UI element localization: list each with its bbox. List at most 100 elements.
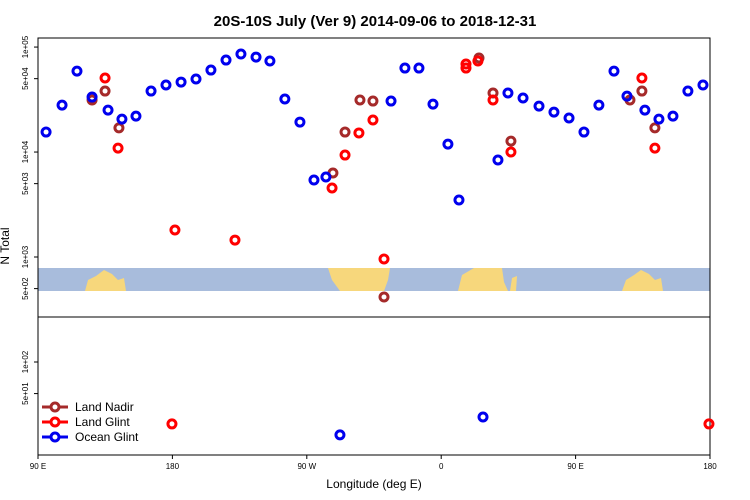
point	[326, 182, 338, 194]
point	[220, 54, 232, 66]
point	[166, 418, 178, 430]
point	[505, 135, 517, 147]
point	[56, 99, 68, 111]
point	[367, 95, 379, 107]
point	[697, 79, 709, 91]
point	[334, 429, 346, 441]
y-axis-label: N Total	[0, 227, 12, 264]
point	[113, 122, 125, 134]
point	[71, 65, 83, 77]
land	[458, 268, 517, 291]
land	[622, 270, 663, 291]
y-tick-label: 5e+01	[21, 382, 30, 405]
point	[487, 94, 499, 106]
point	[399, 62, 411, 74]
point	[339, 149, 351, 161]
point	[279, 93, 291, 105]
x-tick-label: 0	[439, 462, 444, 471]
point	[578, 126, 590, 138]
x-tick-label: 180	[703, 462, 717, 471]
point	[145, 85, 157, 97]
point	[492, 154, 504, 166]
point	[175, 76, 187, 88]
y-tick-label: 1e+05	[21, 35, 30, 58]
x-axis-label: Longitude (deg E)	[326, 477, 421, 491]
point	[639, 104, 651, 116]
y-tick-label: 5e+03	[21, 172, 30, 195]
point	[472, 55, 484, 67]
point	[460, 58, 472, 70]
point	[205, 64, 217, 76]
point	[703, 418, 715, 430]
point	[116, 113, 128, 125]
x-tick-label: 90 E	[567, 462, 583, 471]
point	[354, 94, 366, 106]
x-tick-label: 90 W	[297, 462, 316, 471]
point	[320, 171, 332, 183]
point	[517, 92, 529, 104]
point	[413, 62, 425, 74]
legend-label: Land Nadir	[75, 400, 134, 414]
x-tick-label: 90 E	[30, 462, 46, 471]
y-tick-label: 5e+04	[21, 67, 30, 90]
y-tick-label: 1e+03	[21, 245, 30, 268]
point	[636, 72, 648, 84]
point	[563, 112, 575, 124]
point	[235, 48, 247, 60]
point	[190, 73, 202, 85]
point	[112, 142, 124, 154]
plot-frame	[37, 37, 711, 456]
x-tick-label: 180	[166, 462, 180, 471]
legend-label: Ocean Glint	[75, 430, 139, 444]
land	[328, 268, 390, 291]
point	[229, 234, 241, 246]
point	[86, 91, 98, 103]
y-tick-label: 5e+02	[21, 277, 30, 300]
point	[460, 62, 472, 74]
point	[102, 104, 114, 116]
legend-marker	[49, 401, 61, 413]
point	[653, 113, 665, 125]
point	[502, 87, 514, 99]
point	[353, 127, 365, 139]
point	[649, 122, 661, 134]
point	[649, 142, 661, 154]
point	[294, 116, 306, 128]
point	[308, 174, 320, 186]
point	[682, 85, 694, 97]
point	[367, 114, 379, 126]
point	[378, 253, 390, 265]
point	[169, 224, 181, 236]
point	[427, 98, 439, 110]
point	[378, 291, 390, 303]
map-strip	[38, 268, 710, 291]
point	[453, 194, 465, 206]
point	[621, 90, 633, 102]
point	[548, 106, 560, 118]
chart-title: 20S-10S July (Ver 9) 2014-09-06 to 2018-…	[214, 13, 537, 30]
point	[533, 100, 545, 112]
legend-marker	[49, 416, 61, 428]
y-tick-label: 1e+04	[21, 140, 30, 163]
point	[608, 65, 620, 77]
y-tick-label: 1e+02	[21, 350, 30, 373]
point	[250, 51, 262, 63]
land	[85, 270, 126, 291]
point	[593, 99, 605, 111]
point	[667, 110, 679, 122]
point	[99, 85, 111, 97]
point	[385, 95, 397, 107]
point	[505, 146, 517, 158]
point	[339, 126, 351, 138]
point	[477, 411, 489, 423]
point	[160, 79, 172, 91]
legend-marker	[49, 431, 61, 443]
point	[40, 126, 52, 138]
point	[264, 55, 276, 67]
legend-label: Land Glint	[75, 415, 130, 429]
point	[99, 72, 111, 84]
point	[636, 85, 648, 97]
point	[130, 110, 142, 122]
